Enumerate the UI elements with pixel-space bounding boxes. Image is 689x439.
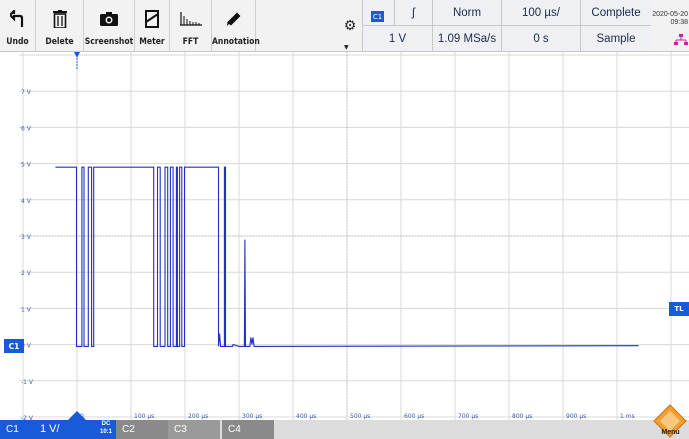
trigger-level-marker[interactable]: TL [669, 302, 689, 316]
c1-coupling-value: DC [101, 421, 111, 427]
undo-label: Undo [6, 37, 29, 47]
fft-icon [170, 6, 211, 32]
trigger-delay[interactable]: 0 s [501, 26, 580, 52]
screenshot-label: Screenshot [84, 37, 134, 47]
c1-channel-button[interactable]: C1 1 V/ DC 10:1 [0, 420, 116, 439]
fft-button[interactable]: FFT [170, 0, 212, 52]
acquisition-mode[interactable]: Sample [580, 26, 651, 52]
y-tick-label: 4 V [21, 198, 32, 205]
waveform-display[interactable]: 7 V6 V5 V4 V3 V2 V1 V0 V-1 V-2 V0100 µs2… [19, 52, 689, 420]
network-icon [674, 34, 688, 45]
trigger-position-icon [74, 52, 80, 58]
x-tick-label: 200 µs [188, 413, 208, 420]
horizontal-position-icon [68, 411, 86, 420]
x-tick-label: 400 µs [296, 413, 316, 420]
meter-button[interactable]: Meter [135, 0, 170, 52]
annotation-button[interactable]: Annotation [212, 0, 260, 52]
c2-channel-button[interactable]: C2 [116, 420, 168, 439]
ch1-waveform-trace [55, 166, 639, 347]
datetime: 2020-05-20 09:38 [651, 0, 689, 52]
y-tick-label: 2 V [21, 270, 32, 277]
menu-label: Menu [661, 429, 680, 436]
x-tick-label: 1 ms [620, 413, 635, 420]
c4-label: C4 [228, 424, 241, 435]
c1-coupling: DC 10:1 [100, 420, 112, 436]
x-tick-label: 300 µs [242, 413, 262, 420]
sample-rate[interactable]: 1.09 MSa/s [432, 26, 501, 52]
x-tick-label: 700 µs [458, 413, 478, 420]
date: 2020-05-20 [652, 11, 688, 18]
gear-icon: ⚙ [343, 18, 357, 34]
y-tick-label: 7 V [21, 89, 32, 96]
x-tick-label: 600 µs [404, 413, 424, 420]
timebase[interactable]: 100 µs/ [501, 0, 580, 26]
acquisition-state[interactable]: Complete [580, 0, 651, 26]
y-tick-label: 3 V [21, 234, 32, 241]
trigger-level[interactable]: 1 V [362, 26, 432, 52]
c1-probe-ratio: 10:1 [100, 429, 113, 435]
menu-button[interactable]: Menu [652, 404, 689, 439]
toolbar: Undo Delete Screenshot Meter FFT Annotat… [0, 0, 689, 52]
y-tick-label: 1 V [21, 306, 32, 313]
delete-label: Delete [45, 37, 74, 47]
c3-label: C3 [174, 424, 187, 435]
menu-diamond-icon [653, 404, 687, 438]
y-tick-label: -1 V [21, 379, 34, 386]
ch1-offset-marker[interactable]: C1 [4, 339, 24, 353]
c1-scale: 1 V/ [40, 423, 60, 435]
undo-icon [0, 6, 35, 32]
y-tick-label: -2 V [21, 415, 34, 420]
undo-button[interactable]: Undo [0, 0, 36, 52]
y-tick-label: 6 V [21, 125, 32, 132]
pencil-icon [212, 6, 255, 32]
dropdown-arrow-icon: ▼ [344, 44, 349, 51]
x-tick-label: 100 µs [134, 413, 154, 420]
c1-label: C1 [6, 424, 19, 435]
meter-icon [135, 6, 169, 32]
settings-button[interactable]: ⚙ [338, 0, 362, 52]
camera-icon [84, 6, 134, 32]
screenshot-button[interactable]: Screenshot [84, 0, 135, 52]
trash-icon [36, 6, 83, 32]
x-tick-label: 500 µs [350, 413, 370, 420]
c4-channel-button[interactable]: C4 [222, 420, 274, 439]
channel-badge: C1 [371, 11, 384, 22]
x-tick-label: 800 µs [512, 413, 532, 420]
annotation-label: Annotation [212, 37, 260, 47]
x-tick-label: 900 µs [566, 413, 586, 420]
channel-bar: C1 1 V/ DC 10:1 C2 C3 C4 [0, 420, 689, 439]
meter-label: Meter [139, 37, 165, 47]
delete-button[interactable]: Delete [36, 0, 84, 52]
time: 09:38 [670, 19, 688, 26]
c3-channel-button[interactable]: C3 [168, 420, 220, 439]
waveform-graticule: 7 V6 V5 V4 V3 V2 V1 V0 V-1 V-2 V0100 µs2… [19, 52, 689, 420]
fft-label: FFT [182, 37, 199, 47]
y-tick-label: 5 V [21, 162, 32, 169]
trigger-mode[interactable]: Norm [432, 0, 501, 26]
c2-label: C2 [122, 424, 135, 435]
trigger-edge[interactable]: ∫ [394, 0, 432, 26]
y-tick-label: 0 V [21, 343, 32, 350]
